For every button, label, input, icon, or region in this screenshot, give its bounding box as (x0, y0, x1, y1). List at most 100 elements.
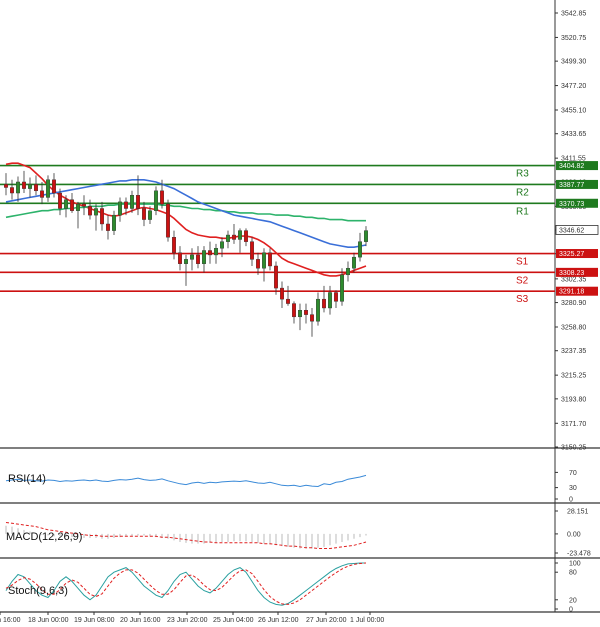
time-tick-label: 25 Jun 04:00 (213, 617, 254, 624)
time-tick-label: 16 Jun 16:00 (0, 617, 21, 624)
candle-body (93, 208, 98, 216)
rsi-line (5, 474, 367, 488)
candle-body (225, 234, 230, 242)
candle-body (298, 310, 303, 318)
rsi-tick-label: 70 (569, 470, 577, 477)
price-tick-label: 3215.25 (561, 373, 586, 380)
candle-body (310, 314, 315, 322)
candle-body (159, 190, 164, 205)
candle-body (111, 214, 116, 231)
price-tick-label: 3258.80 (561, 325, 586, 332)
price-tick-label: 3280.90 (561, 300, 586, 307)
candle-body (280, 287, 285, 300)
macd-tick-label: 28.151 (567, 509, 589, 516)
candle-body (231, 234, 236, 240)
level-price-tag (556, 161, 598, 171)
stochastic-pane: 100 80 20 0 (5, 561, 581, 614)
candle-body (3, 183, 8, 188)
price-tick-label: 3411.55 (561, 156, 586, 163)
candle-body (171, 237, 176, 253)
level-name-r3: R3 (516, 169, 529, 180)
macd-pane: 28.151 0.00 -23.478 (5, 509, 591, 558)
stoch-tick-label: 20 (569, 597, 577, 604)
time-tick-label: 26 Jun 12:00 (258, 617, 299, 624)
price-tick-label: 3542.85 (561, 11, 586, 18)
time-axis: 16 Jun 16:00 18 Jun 00:00 19 Jun 08:00 20 J… (0, 612, 384, 624)
time-tick-label: 23 Jun 20:00 (167, 617, 208, 624)
level-name-s2: S2 (516, 275, 529, 286)
candle-body (34, 183, 39, 192)
candle-body (201, 250, 206, 264)
candle-body (52, 179, 57, 194)
current-price-tag (555, 225, 599, 235)
candle-body (219, 241, 224, 249)
candle-body (195, 254, 200, 264)
candle-body (286, 298, 291, 304)
candle-body (165, 203, 170, 238)
candle-body (87, 206, 92, 216)
level-price-label: 3325.27 (559, 251, 584, 258)
candle-body (46, 179, 51, 198)
candle-body (292, 303, 297, 318)
candle-body (183, 259, 188, 264)
candle-body (58, 192, 63, 209)
candle-body (16, 181, 21, 194)
candle-body (322, 298, 327, 309)
time-tick-label: 18 Jun 00:00 (28, 617, 69, 624)
macd-signal-line (5, 522, 367, 549)
rsi-tick-label: 30 (569, 485, 577, 492)
candlesticks (3, 170, 369, 337)
price-tick-label: 3499.30 (561, 59, 586, 66)
candle-body (99, 208, 104, 225)
stoch-tick-label: 80 (569, 570, 577, 577)
price-tick-label: 3455.10 (561, 108, 586, 115)
support-resistance-levels: R3 R2 R1 S1 S2 S3 (0, 164, 555, 305)
ma-mid-line (5, 179, 367, 248)
macd-tick-label: 0.00 (567, 531, 581, 538)
level-name-s1: S1 (516, 257, 529, 268)
candle-body (81, 203, 86, 207)
rsi-pane: 70 30 0 (5, 470, 577, 504)
level-price-tag (556, 267, 598, 277)
time-tick-label: 20 Jun 16:00 (120, 617, 161, 624)
price-tick-label: 3477.20 (561, 83, 586, 90)
candle-body (249, 241, 254, 260)
price-tick-label: 3150.25 (561, 445, 586, 452)
level-name-r2: R2 (516, 187, 529, 198)
candle-body (63, 199, 68, 209)
candle-body (256, 259, 261, 269)
candle-body (207, 250, 212, 256)
price-tick-label: 3171.70 (561, 421, 586, 428)
price-tick-label: 3520.75 (561, 35, 586, 42)
level-price-label: 3404.82 (559, 163, 584, 170)
price-tick-label: 3193.80 (561, 396, 586, 403)
candle-body (328, 292, 333, 309)
time-tick-label: 1 Jul 00:00 (350, 617, 384, 624)
price-tick-label: 3302.35 (561, 276, 586, 283)
candle-body (22, 181, 27, 189)
level-price-label: 3291.18 (559, 289, 584, 296)
candle-body (340, 274, 345, 302)
candle-body (237, 230, 242, 240)
candle-body (147, 210, 152, 220)
level-price-tag (556, 179, 598, 189)
candle-body (213, 248, 218, 256)
price-tick-label: 3433.65 (561, 131, 586, 138)
candle-body (316, 298, 321, 322)
stoch-tick-label: 0 (569, 607, 573, 614)
stoch-k-line (5, 562, 366, 606)
stoch-label: Stoch(9,6,3) (8, 585, 68, 597)
candle-body (123, 201, 128, 209)
time-tick-label: 19 Jun 08:00 (74, 617, 115, 624)
candle-body (117, 201, 122, 216)
candle-body (304, 310, 309, 315)
level-price-tag (556, 249, 598, 259)
level-price-tag (556, 198, 598, 208)
level-price-tag (556, 286, 598, 296)
candle-body (129, 195, 134, 209)
level-price-label: 3370.73 (559, 201, 584, 208)
stoch-d-line (5, 562, 367, 605)
candle-body (243, 230, 248, 242)
candle-body (105, 223, 110, 231)
